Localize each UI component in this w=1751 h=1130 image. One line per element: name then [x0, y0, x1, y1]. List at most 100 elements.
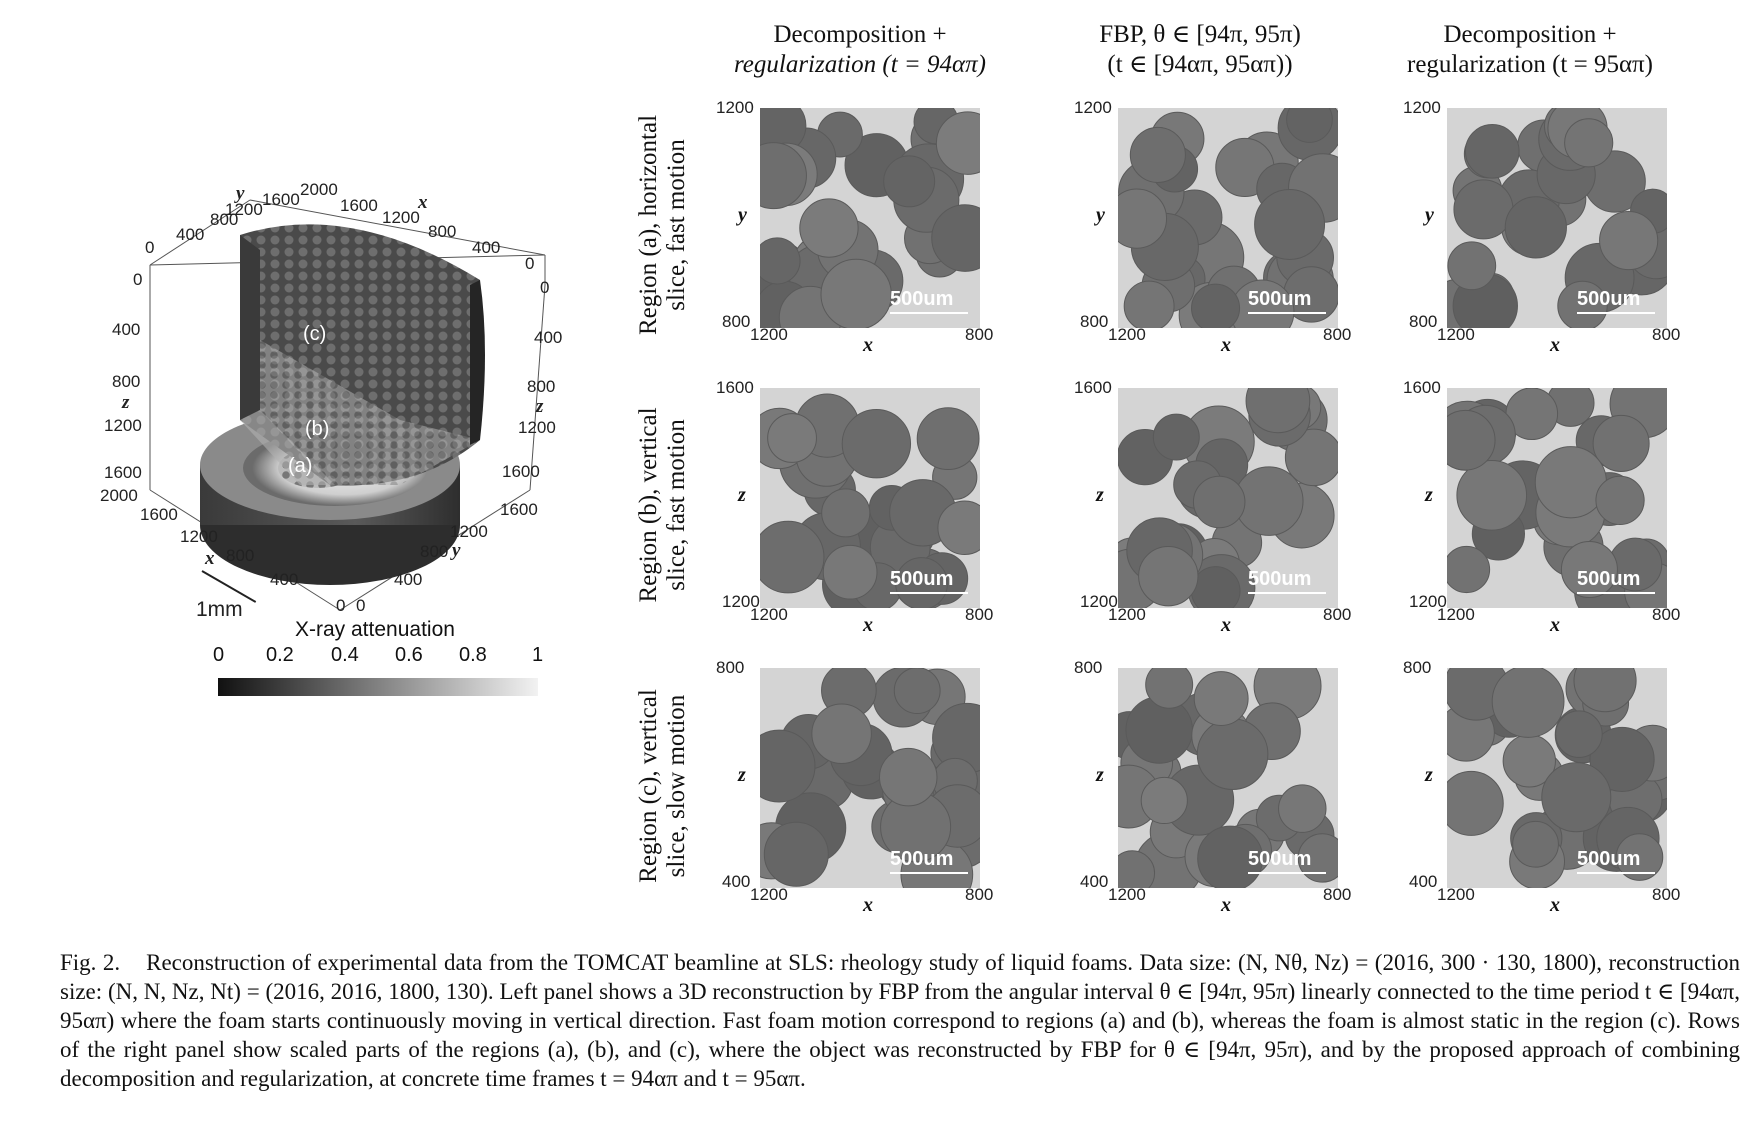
region-c-label: (c) [303, 323, 327, 345]
y-tick-top: 1200 [1403, 98, 1441, 117]
axis-x-top-tick: 800 [428, 222, 457, 241]
scale-bar: 500um [1577, 848, 1655, 874]
slice-image: 500um [760, 108, 980, 328]
column-header: Decomposition + regularization (t = 95απ… [1370, 20, 1690, 80]
x-tick-right: 800 [1652, 605, 1681, 624]
axis-z-left-tick: 2000 [100, 486, 138, 505]
y-axis-label: z [1096, 484, 1104, 506]
x-tick-right: 800 [965, 605, 994, 624]
caption-text: Reconstruction of experimental data from… [60, 950, 1741, 1091]
x-tick-left: 1200 [1108, 325, 1146, 344]
axis-y-top-tick: 2000 [300, 180, 338, 199]
x-axis-label: x [863, 334, 873, 356]
axis-z-right-tick: 1600 [502, 462, 540, 481]
y-tick-top: 800 [1403, 658, 1432, 677]
y-tick-bottom: 800 [722, 312, 751, 331]
scale-bar: 500um [1577, 288, 1655, 314]
x-tick-right: 800 [1323, 885, 1352, 904]
y-tick-bottom: 800 [1409, 312, 1438, 331]
render-3d-panel: (c) (b) (a) y 800 1200 1600 2000 0 400 1… [100, 90, 620, 770]
scale-bar: 500um [890, 568, 968, 594]
column-header-line1: Decomposition + [1443, 21, 1617, 48]
axis-z-right-tick: 400 [534, 328, 563, 347]
colorbar-tick: 0 [213, 644, 225, 666]
axis-x-bottom-var: x [205, 548, 215, 569]
y-axis-label: y [738, 204, 747, 226]
axis-y-top-var: y [236, 183, 245, 204]
column-header: FBP, θ ∈ [94π, 95π) (t ∈ [94απ, 95απ)) [1040, 20, 1360, 80]
scale-bar-label: 500um [890, 568, 954, 590]
axis-y-bottom-tick: 0 [356, 596, 366, 615]
colorbar-tick: 0.2 [266, 644, 294, 666]
y-axis-label: z [738, 484, 746, 506]
column-header-line2: regularization (t = 95απ) [1407, 51, 1653, 78]
scale-bar-line [1577, 592, 1655, 594]
y-tick-bottom: 1200 [722, 592, 760, 611]
x-tick-right: 800 [965, 325, 994, 344]
region-b-label: (b) [305, 418, 330, 440]
column-header-line2: regularization (t = 94απ) [733, 51, 986, 78]
colorbar-tick: 0.6 [395, 644, 423, 666]
scale-bar-label: 500um [890, 288, 954, 310]
x-axis-label: x [1550, 614, 1560, 636]
axis-z-right-var: z [536, 396, 544, 417]
axis-x-bottom-tick: 400 [270, 570, 299, 589]
x-tick-left: 1200 [1437, 605, 1475, 624]
y-axis-label: z [1096, 764, 1104, 786]
slice-image: 500um [1447, 108, 1667, 328]
axis-x-top-tick: 1200 [382, 208, 420, 227]
x-axis-label: x [1221, 894, 1231, 916]
x-tick-right: 800 [1652, 885, 1681, 904]
axis-y-bottom-tick: 1200 [450, 522, 488, 541]
x-tick-left: 1200 [1108, 605, 1146, 624]
colorbar-tick: 1 [532, 644, 544, 666]
axis-z-left-tick: 1200 [104, 416, 142, 435]
x-tick-right: 800 [1652, 325, 1681, 344]
scale-bar-line [1577, 872, 1655, 874]
axis-z-left-var: z [122, 392, 130, 413]
slice-image: 500um [1447, 668, 1667, 888]
row-label-line1: Region (c), vertical [635, 689, 662, 883]
y-tick-bottom: 400 [722, 872, 751, 891]
row-label-line2: slice, fast motion [663, 139, 690, 311]
x-axis-label: x [1221, 334, 1231, 356]
scale-bar-line [890, 592, 968, 594]
scale-bar-label: 500um [1248, 288, 1312, 310]
y-tick-bottom: 1200 [1409, 592, 1447, 611]
scale-bar: 500um [1248, 848, 1326, 874]
scale-bar-line [1248, 312, 1326, 314]
axis-y-top-tick: 1600 [262, 190, 300, 209]
row-label: Region (a), horizontal slice, fast motio… [635, 100, 695, 350]
axis-y-bottom-tick: 800 [420, 542, 449, 561]
x-axis-label: x [1221, 614, 1231, 636]
column-header-line2: (t ∈ [94απ, 95απ)) [1107, 51, 1293, 78]
x-axis-label: x [1550, 894, 1560, 916]
column-header-line1: FBP, θ ∈ [94π, 95π) [1099, 21, 1301, 48]
row-label: Region (c), vertical slice, slow motion [635, 661, 695, 911]
scale-bar-label: 500um [1248, 568, 1312, 590]
y-tick-top: 1600 [716, 378, 754, 397]
axis-top-left-tick: 0 [145, 238, 155, 257]
axis-z-left-tick: 0 [133, 270, 143, 289]
x-tick-left: 1200 [750, 325, 788, 344]
x-tick-left: 1200 [750, 885, 788, 904]
axis-x-bottom-tick: 1600 [140, 505, 178, 524]
scale-bar-label: 500um [1248, 848, 1312, 870]
axis-z-left-tick: 1600 [104, 463, 142, 482]
colorbar [218, 678, 538, 696]
colorbar-tick: 0.4 [331, 644, 359, 666]
column-header: Decomposition + regularization (t = 94απ… [700, 20, 1020, 80]
y-tick-bottom: 400 [1080, 872, 1109, 891]
scale-bar-line [1577, 312, 1655, 314]
slice-image: 500um [760, 668, 980, 888]
scale-bar: 500um [890, 288, 968, 314]
axis-y-bottom-tick: 400 [394, 570, 423, 589]
axis-top-left-tick: 400 [176, 225, 205, 244]
figure-caption: Fig. 2. Reconstruction of experimental d… [60, 948, 1740, 1093]
slice-image: 500um [1118, 388, 1338, 608]
y-tick-top: 800 [716, 658, 745, 677]
scale-bar: 500um [890, 848, 968, 874]
y-tick-bottom: 400 [1409, 872, 1438, 891]
axis-x-top-var: x [418, 192, 428, 213]
axis-x-top-tick: 0 [525, 254, 535, 273]
